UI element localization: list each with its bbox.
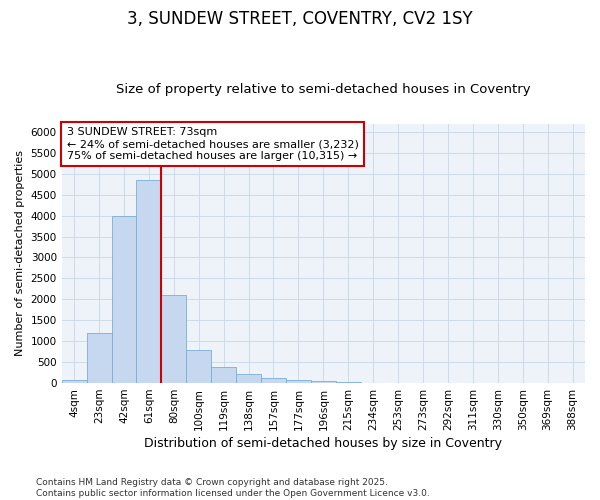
X-axis label: Distribution of semi-detached houses by size in Coventry: Distribution of semi-detached houses by … bbox=[145, 437, 502, 450]
Bar bbox=[62, 380, 86, 383]
Bar bbox=[112, 216, 136, 383]
Bar bbox=[261, 378, 286, 383]
Text: Contains HM Land Registry data © Crown copyright and database right 2025.
Contai: Contains HM Land Registry data © Crown c… bbox=[36, 478, 430, 498]
Y-axis label: Number of semi-detached properties: Number of semi-detached properties bbox=[15, 150, 25, 356]
Bar bbox=[236, 374, 261, 383]
Bar bbox=[286, 380, 311, 383]
Title: Size of property relative to semi-detached houses in Coventry: Size of property relative to semi-detach… bbox=[116, 83, 530, 96]
Text: 3, SUNDEW STREET, COVENTRY, CV2 1SY: 3, SUNDEW STREET, COVENTRY, CV2 1SY bbox=[127, 10, 473, 28]
Bar bbox=[311, 382, 336, 383]
Text: 3 SUNDEW STREET: 73sqm
← 24% of semi-detached houses are smaller (3,232)
75% of : 3 SUNDEW STREET: 73sqm ← 24% of semi-det… bbox=[67, 128, 359, 160]
Bar bbox=[161, 295, 186, 383]
Bar bbox=[86, 333, 112, 383]
Bar bbox=[186, 350, 211, 383]
Bar bbox=[336, 382, 361, 383]
Bar bbox=[211, 367, 236, 383]
Bar bbox=[136, 180, 161, 383]
